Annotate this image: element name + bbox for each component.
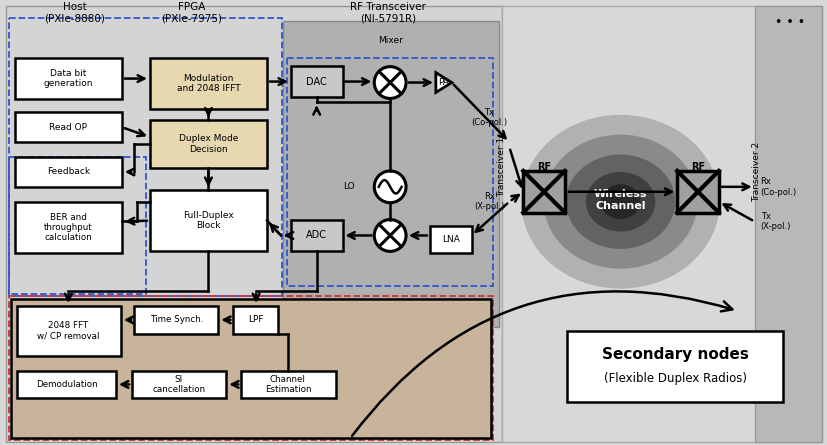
Ellipse shape bbox=[600, 184, 639, 219]
Text: Secondary nodes: Secondary nodes bbox=[601, 347, 748, 362]
Bar bbox=[150, 58, 267, 109]
Bar bbox=[429, 226, 471, 253]
Text: PA: PA bbox=[437, 78, 449, 87]
Bar bbox=[9, 18, 281, 296]
Bar bbox=[676, 171, 718, 213]
Text: Host
(PXIe-8880): Host (PXIe-8880) bbox=[44, 2, 105, 24]
Text: SI
cancellation: SI cancellation bbox=[152, 375, 205, 394]
Text: Rx
(Co-pol.): Rx (Co-pol.) bbox=[760, 177, 796, 197]
Bar bbox=[15, 202, 122, 253]
Text: Duplex Mode
Decision: Duplex Mode Decision bbox=[179, 134, 238, 154]
Text: Full-Duplex
Block: Full-Duplex Block bbox=[183, 211, 233, 230]
Ellipse shape bbox=[521, 115, 719, 289]
Text: RF: RF bbox=[537, 162, 551, 172]
Bar bbox=[15, 157, 122, 187]
Text: (Flexible Duplex Radios): (Flexible Duplex Radios) bbox=[603, 372, 746, 385]
Text: Channel
Estimation: Channel Estimation bbox=[265, 375, 311, 394]
Circle shape bbox=[374, 67, 405, 98]
Text: Rx
(X-pol.): Rx (X-pol.) bbox=[474, 192, 504, 211]
Text: Modulation
and 2048 IFFT: Modulation and 2048 IFFT bbox=[176, 74, 240, 93]
Text: 2048 FFT
w/ CP removal: 2048 FFT w/ CP removal bbox=[37, 321, 99, 340]
Text: LPF: LPF bbox=[248, 316, 264, 324]
Text: Time Synch.: Time Synch. bbox=[150, 316, 203, 324]
Bar bbox=[150, 120, 267, 168]
Bar bbox=[523, 171, 564, 213]
Bar bbox=[6, 6, 502, 442]
Text: ADC: ADC bbox=[306, 231, 327, 240]
Bar bbox=[9, 157, 146, 294]
Bar bbox=[131, 371, 226, 398]
Bar bbox=[286, 58, 493, 286]
Bar bbox=[233, 306, 278, 334]
Bar bbox=[241, 371, 335, 398]
Circle shape bbox=[374, 171, 405, 203]
Bar bbox=[283, 21, 499, 327]
Polygon shape bbox=[435, 73, 452, 93]
Bar bbox=[9, 296, 493, 440]
Bar bbox=[134, 306, 218, 334]
Text: Data bit
generation: Data bit generation bbox=[44, 69, 93, 88]
FancyArrowPatch shape bbox=[351, 291, 732, 436]
Text: RF: RF bbox=[690, 162, 705, 172]
Text: DAC: DAC bbox=[306, 77, 327, 86]
Text: Wireless
Channel: Wireless Channel bbox=[593, 189, 647, 210]
Bar bbox=[15, 58, 122, 99]
Text: Transceiver 2: Transceiver 2 bbox=[751, 142, 760, 202]
Ellipse shape bbox=[565, 154, 674, 249]
Text: Read OP: Read OP bbox=[50, 123, 88, 132]
Text: Tx
(Co-pol.): Tx (Co-pol.) bbox=[471, 108, 507, 127]
Text: Transceiver 1: Transceiver 1 bbox=[496, 137, 505, 197]
Text: RF Transceiver
(NI-5791R): RF Transceiver (NI-5791R) bbox=[350, 2, 426, 24]
Bar bbox=[150, 190, 267, 251]
Bar bbox=[17, 371, 116, 398]
Bar bbox=[11, 299, 491, 438]
Bar bbox=[290, 66, 342, 97]
Text: • • •: • • • bbox=[774, 16, 805, 29]
Text: Mixer: Mixer bbox=[377, 36, 402, 45]
Text: LO: LO bbox=[342, 182, 354, 191]
Bar bbox=[290, 219, 342, 251]
Ellipse shape bbox=[585, 172, 654, 231]
Circle shape bbox=[374, 219, 405, 251]
Text: Feedback: Feedback bbox=[47, 167, 90, 176]
Text: FPGA
(PXIe-7975): FPGA (PXIe-7975) bbox=[161, 2, 222, 24]
Bar bbox=[753, 6, 821, 442]
Ellipse shape bbox=[543, 135, 696, 269]
Text: Demodulation: Demodulation bbox=[36, 380, 97, 389]
Text: LNA: LNA bbox=[442, 235, 459, 244]
Bar bbox=[502, 6, 821, 442]
Bar bbox=[17, 306, 121, 356]
Text: Tx
(X-pol.): Tx (X-pol.) bbox=[760, 212, 790, 231]
Text: BER and
throughput
calculation: BER and throughput calculation bbox=[44, 213, 93, 243]
Bar bbox=[566, 331, 782, 402]
Bar bbox=[15, 112, 122, 142]
